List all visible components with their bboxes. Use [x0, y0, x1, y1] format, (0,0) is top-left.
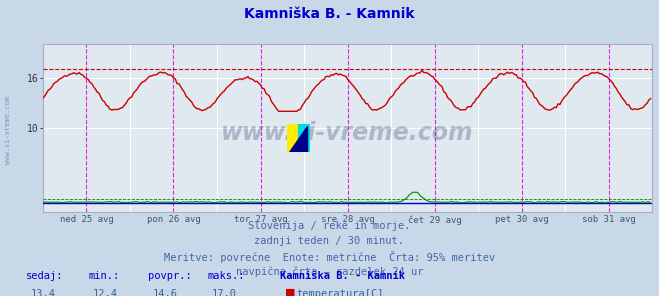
Text: čet 29 avg: čet 29 avg — [408, 215, 461, 225]
Text: maks.:: maks.: — [208, 271, 245, 281]
Text: 17,0: 17,0 — [212, 289, 237, 296]
Text: Meritve: povrečne  Enote: metrične  Črta: 95% meritev: Meritve: povrečne Enote: metrične Črta: … — [164, 251, 495, 263]
Text: sedaj:: sedaj: — [26, 271, 64, 281]
Text: ■: ■ — [285, 288, 296, 296]
Polygon shape — [289, 126, 307, 152]
Text: Kamniška B. - Kamnik: Kamniška B. - Kamnik — [244, 7, 415, 21]
Text: Kamniška B. - Kamnik: Kamniška B. - Kamnik — [280, 271, 405, 281]
Bar — [298, 124, 310, 152]
Text: temperatura[C]: temperatura[C] — [297, 289, 384, 296]
Text: www.si-vreme.com: www.si-vreme.com — [5, 96, 11, 164]
Text: tor 27 avg: tor 27 avg — [234, 215, 287, 224]
Text: Slovenija / reke in morje.: Slovenija / reke in morje. — [248, 221, 411, 231]
Bar — [287, 124, 298, 152]
Text: zadnji teden / 30 minut.: zadnji teden / 30 minut. — [254, 236, 405, 246]
Text: pet 30 avg: pet 30 avg — [495, 215, 549, 224]
Text: 14,6: 14,6 — [152, 289, 177, 296]
Text: 12,4: 12,4 — [93, 289, 118, 296]
Text: sre 28 avg: sre 28 avg — [321, 215, 374, 224]
Text: 13,4: 13,4 — [30, 289, 55, 296]
Text: min.:: min.: — [89, 271, 120, 281]
Text: povpr.:: povpr.: — [148, 271, 192, 281]
Text: sob 31 avg: sob 31 avg — [582, 215, 636, 224]
Text: www.si-vreme.com: www.si-vreme.com — [221, 121, 474, 145]
Text: ned 25 avg: ned 25 avg — [59, 215, 113, 224]
Text: navpična črta – razdelek 24 ur: navpična črta – razdelek 24 ur — [236, 267, 423, 277]
Text: pon 26 avg: pon 26 avg — [146, 215, 200, 224]
